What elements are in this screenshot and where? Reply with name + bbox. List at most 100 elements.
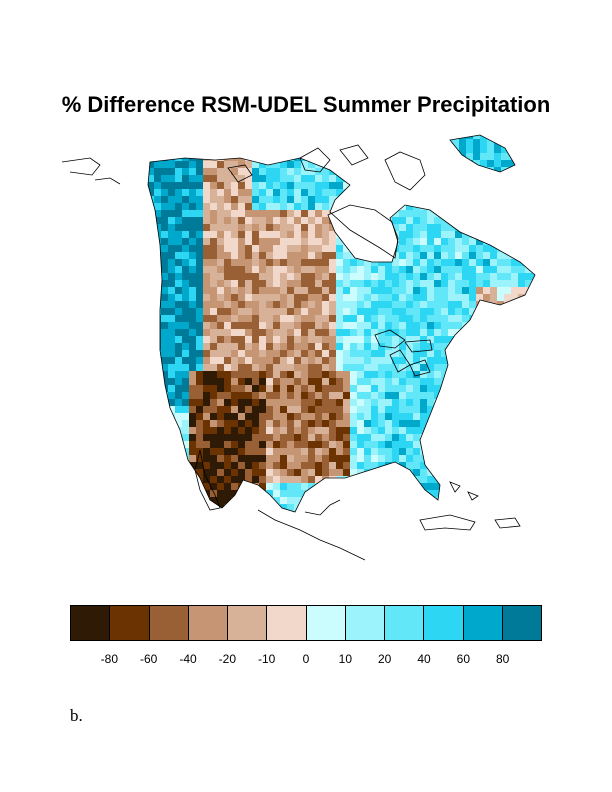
grid-cell [511, 224, 519, 232]
grid-cell [266, 189, 274, 197]
grid-cell [525, 329, 533, 337]
grid-cell [182, 301, 190, 309]
grid-cell [350, 469, 358, 477]
grid-cell [406, 231, 414, 239]
grid-cell [511, 455, 519, 463]
grid-cell [148, 273, 155, 281]
grid-cell [532, 329, 535, 337]
grid-cell [539, 189, 547, 197]
grid-cell [504, 175, 512, 183]
grid-cell [511, 238, 519, 246]
grid-cell [483, 336, 491, 344]
grid-cell [539, 434, 547, 442]
grid-cell [420, 287, 428, 295]
grid-cell [441, 343, 449, 351]
grid-cell [224, 448, 232, 456]
grid-cell [441, 357, 449, 365]
grid-cell [462, 378, 470, 386]
grid-cell [280, 168, 288, 176]
grid-cell [140, 196, 148, 204]
grid-cell [294, 189, 302, 197]
grid-cell [434, 336, 442, 344]
grid-cell [539, 378, 547, 386]
grid-cell [434, 406, 442, 414]
grid-cell [231, 441, 239, 449]
grid-cell [441, 483, 449, 491]
grid-cell [245, 161, 253, 169]
grid-cell [203, 203, 211, 211]
grid-cell [266, 308, 274, 316]
grid-cell [168, 329, 176, 337]
grid-cell [504, 483, 512, 491]
grid-cell [196, 158, 204, 162]
grid-cell [182, 511, 190, 512]
grid-cell [315, 434, 323, 442]
grid-cell [217, 308, 225, 316]
grid-cell [490, 315, 498, 323]
grid-cell [175, 294, 183, 302]
grid-cell [231, 217, 239, 225]
grid-cell [462, 385, 470, 393]
grid-cell [515, 132, 523, 140]
grid-cell [413, 378, 421, 386]
grid-cell [140, 497, 148, 505]
grid-cell [154, 266, 162, 274]
grid-cell [329, 147, 337, 155]
grid-cell [483, 224, 491, 232]
grid-cell [532, 175, 535, 183]
grid-cell [154, 448, 162, 456]
grid-cell [455, 231, 463, 239]
grid-cell [203, 441, 211, 449]
grid-cell [224, 245, 232, 253]
grid-cell [448, 364, 456, 372]
grid-cell [350, 182, 358, 190]
grid-cell [259, 196, 267, 204]
grid-cell [252, 161, 260, 169]
grid-cell [322, 364, 330, 372]
grid-cell [148, 168, 155, 176]
grid-cell [322, 322, 330, 330]
grid-cell [469, 175, 477, 183]
grid-cell [168, 427, 176, 435]
grid-cell [350, 175, 358, 183]
grid-cell [245, 217, 253, 225]
grid-cell [539, 336, 547, 344]
grid-cell [532, 364, 535, 372]
grid-cell [504, 189, 512, 197]
grid-cell [294, 210, 302, 218]
grid-cell [483, 434, 491, 442]
grid-cell [504, 238, 512, 246]
grid-cell [210, 175, 218, 183]
grid-cell [371, 259, 379, 267]
grid-cell [378, 406, 386, 414]
grid-cell [511, 203, 519, 211]
grid-cell [259, 343, 267, 351]
grid-cell [455, 378, 463, 386]
grid-cell [504, 392, 512, 400]
grid-cell [238, 224, 246, 232]
grid-cell [301, 385, 309, 393]
grid-cell [497, 371, 505, 379]
grid-cell [259, 336, 267, 344]
grid-cell [364, 189, 372, 197]
grid-cell [189, 427, 197, 435]
grid-cell [329, 259, 337, 267]
grid-cell [266, 399, 274, 407]
grid-cell [231, 343, 239, 351]
grid-cell [441, 329, 449, 337]
grid-cell [511, 441, 519, 449]
grid-cell [287, 329, 295, 337]
grid-cell [427, 420, 435, 428]
grid-cell [427, 158, 435, 162]
grid-cell [280, 238, 288, 246]
grid-cell [406, 483, 414, 491]
grid-cell [483, 462, 491, 470]
grid-cell [182, 427, 190, 435]
grid-cell [175, 280, 183, 288]
grid-cell [224, 329, 232, 337]
grid-cell [266, 427, 274, 435]
grid-cell [469, 238, 477, 246]
grid-cell [280, 406, 288, 414]
grid-cell [148, 238, 155, 246]
grid-cell [245, 273, 253, 281]
